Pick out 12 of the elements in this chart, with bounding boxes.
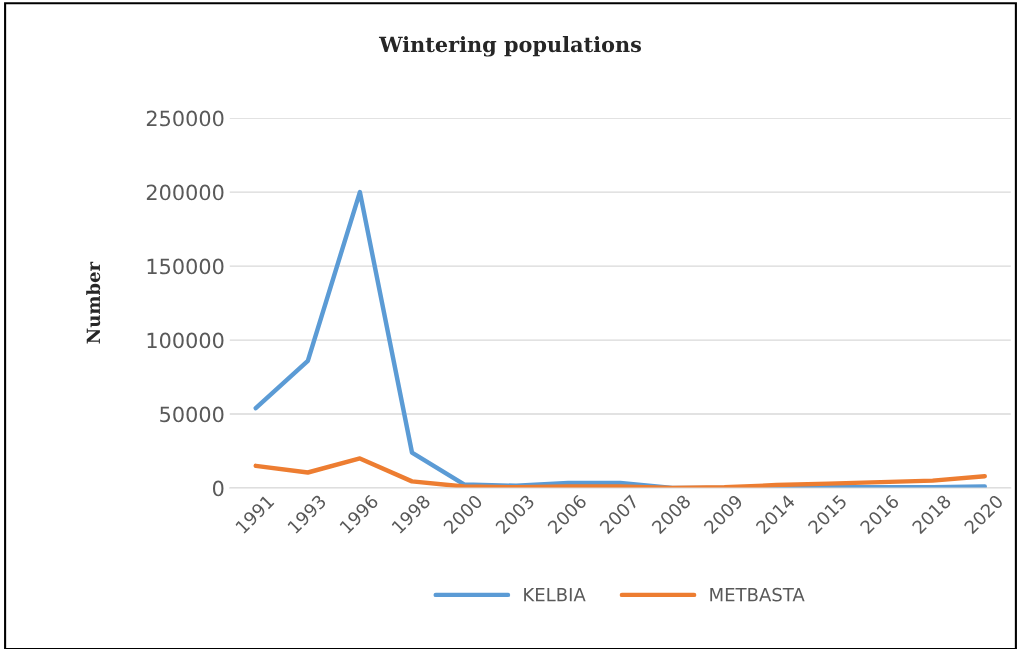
legend-label: KELBIA <box>524 588 586 602</box>
y-tick-label: 50000 <box>160 406 224 423</box>
y-tick-label: 250000 <box>146 110 224 127</box>
y-tick-label: 200000 <box>146 184 224 201</box>
y-tick-label: 150000 <box>147 258 224 275</box>
chart-title: Wintering populations <box>378 36 642 57</box>
y-tick-label: 0 <box>212 480 224 497</box>
line-series <box>253 189 987 489</box>
y-tick-label: 100000 <box>147 332 224 349</box>
line-series <box>253 456 987 489</box>
legend-label: METBASTA <box>710 587 805 602</box>
y-axis-title: Number <box>86 261 101 344</box>
